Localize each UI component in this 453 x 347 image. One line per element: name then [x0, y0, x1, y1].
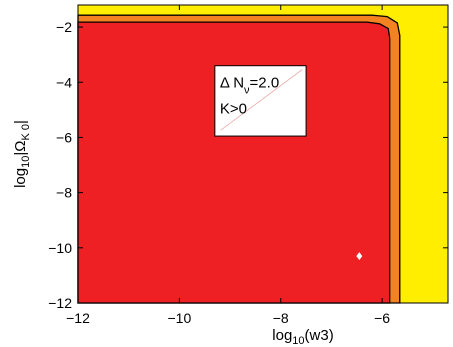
x-tick-label: −8	[273, 310, 289, 326]
diamond-marker	[356, 252, 363, 261]
x-tick-labels: −12 −10 −8 −6	[66, 310, 390, 326]
y-tick-label: −10	[48, 240, 72, 256]
x-axis-title: log10(w3)	[272, 327, 333, 347]
y-tick-labels: −12 −10 −8 −6 −4 −2	[48, 19, 72, 311]
annotation-pointer-line	[220, 69, 303, 131]
x-tick-label: −12	[66, 310, 90, 326]
x-tick-label: −10	[167, 310, 191, 326]
y-tick-label: −2	[56, 19, 72, 35]
contour-region-2	[77, 21, 391, 304]
axis-ticks	[77, 5, 448, 304]
annotation-curvature: K>0	[220, 101, 247, 118]
y-axis-title: log10|ΩK 0|	[12, 120, 32, 188]
y-tick-label: −6	[56, 129, 72, 145]
annotation-box: Δ Nν=2.0 K>0	[214, 65, 307, 137]
x-tick-label: −6	[374, 310, 390, 326]
y-tick-label: −12	[48, 295, 72, 311]
annotation-delta-n: Δ Nν=2.0	[220, 75, 279, 97]
y-tick-label: −8	[56, 185, 72, 201]
plot-frame	[77, 4, 449, 304]
y-tick-label: −4	[56, 74, 72, 90]
plot-area	[77, 4, 449, 304]
